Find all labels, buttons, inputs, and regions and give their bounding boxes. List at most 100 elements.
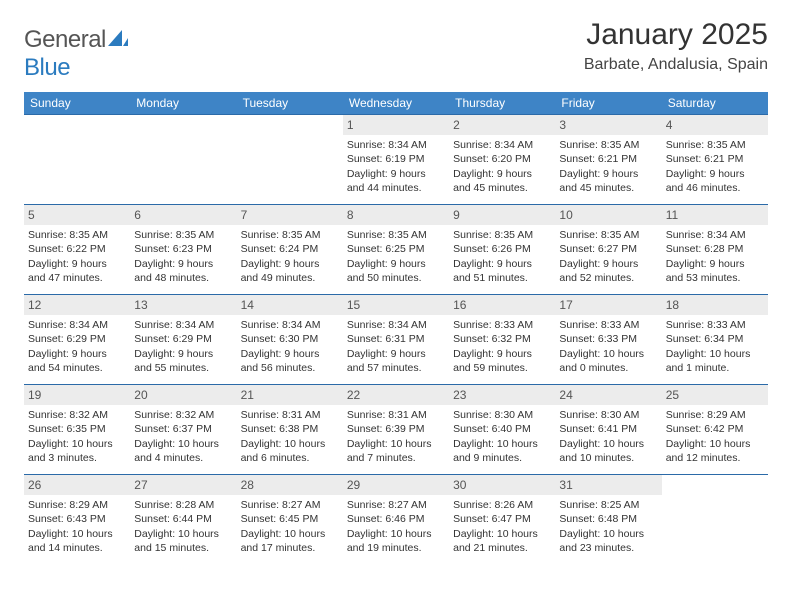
day-number: 15 [343, 295, 449, 315]
day-details: Sunrise: 8:29 AM Sunset: 6:42 PM Dayligh… [666, 408, 764, 465]
calendar-day-cell: 14Sunrise: 8:34 AM Sunset: 6:30 PM Dayli… [237, 295, 343, 385]
sail-icon [108, 26, 128, 54]
calendar-day-cell: 15 Sunrise: 8:34 AM Sunset: 6:31 PM Dayli… [343, 295, 449, 385]
day-number: 11 [662, 205, 768, 225]
day-number: 29 [343, 475, 449, 495]
day-number: 8 [343, 205, 449, 225]
calendar-day-cell: 16 Sunrise: 8:33 AM Sunset: 6:32 PM Dayli… [449, 295, 555, 385]
day-number: 6 [130, 205, 236, 225]
calendar-day-cell: 25 Sunrise: 8:29 AM Sunset: 6:42 PM Dayli… [662, 385, 768, 475]
calendar-week-row: 12Sunrise: 8:34 AM Sunset: 6:29 PM Dayli… [24, 295, 768, 385]
calendar-day-cell: 28Sunrise: 8:27 AM Sunset: 6:45 PM Dayli… [237, 475, 343, 565]
calendar-day-cell: 2Sunrise: 8:34 AM Sunset: 6:20 PM Daylig… [449, 115, 555, 205]
day-details: Sunrise: 8:34 AM Sunset: 6:20 PM Dayligh… [453, 138, 551, 195]
weekday-header: Tuesday [237, 92, 343, 115]
weekday-header: Wednesday [343, 92, 449, 115]
weekday-header: Saturday [662, 92, 768, 115]
location-text: Barbate, Andalusia, Spain [584, 56, 768, 74]
day-details: Sunrise: 8:30 AM Sunset: 6:41 PM Dayligh… [559, 408, 657, 465]
calendar-day-cell [662, 475, 768, 565]
calendar-day-cell: 6 Sunrise: 8:35 AM Sunset: 6:23 PM Daylig… [130, 205, 236, 295]
day-details: Sunrise: 8:35 AM Sunset: 6:25 PM Dayligh… [347, 228, 445, 285]
calendar-day-cell: 26 Sunrise: 8:29 AM Sunset: 6:43 PM Dayli… [24, 475, 130, 565]
page-title: January 2025 [584, 18, 768, 52]
day-details: Sunrise: 8:26 AM Sunset: 6:47 PM Dayligh… [453, 498, 551, 555]
brand-name: General Blue [24, 26, 128, 82]
day-details: Sunrise: 8:28 AM Sunset: 6:44 PM Dayligh… [134, 498, 232, 555]
calendar-day-cell: 18 Sunrise: 8:33 AM Sunset: 6:34 PM Dayli… [662, 295, 768, 385]
day-number: 7 [237, 205, 343, 225]
day-number: 5 [24, 205, 130, 225]
calendar-day-cell [24, 115, 130, 205]
day-details: Sunrise: 8:33 AM Sunset: 6:32 PM Dayligh… [453, 318, 551, 375]
brand-name-a: General [24, 26, 106, 53]
day-details: Sunrise: 8:27 AM Sunset: 6:46 PM Dayligh… [347, 498, 445, 555]
day-number: 26 [24, 475, 130, 495]
day-details: Sunrise: 8:35 AM Sunset: 6:21 PM Dayligh… [666, 138, 764, 195]
day-number: 16 [449, 295, 555, 315]
day-details: Sunrise: 8:34 AM Sunset: 6:19 PM Dayligh… [347, 138, 445, 195]
day-details: Sunrise: 8:34 AM Sunset: 6:29 PM Dayligh… [28, 318, 126, 375]
calendar-day-cell: 1Sunrise: 8:34 AM Sunset: 6:19 PM Daylig… [343, 115, 449, 205]
day-number: 20 [130, 385, 236, 405]
day-details: Sunrise: 8:35 AM Sunset: 6:21 PM Dayligh… [559, 138, 657, 195]
day-details: Sunrise: 8:33 AM Sunset: 6:33 PM Dayligh… [559, 318, 657, 375]
day-details: Sunrise: 8:30 AM Sunset: 6:40 PM Dayligh… [453, 408, 551, 465]
day-details: Sunrise: 8:34 AM Sunset: 6:29 PM Dayligh… [134, 318, 232, 375]
day-number: 30 [449, 475, 555, 495]
day-number: 3 [555, 115, 661, 135]
day-number: 19 [24, 385, 130, 405]
weekday-header: Friday [555, 92, 661, 115]
day-details: Sunrise: 8:33 AM Sunset: 6:34 PM Dayligh… [666, 318, 764, 375]
calendar-header-row: SundayMondayTuesdayWednesdayThursdayFrid… [24, 92, 768, 115]
calendar-week-row: 19 Sunrise: 8:32 AM Sunset: 6:35 PM Dayli… [24, 385, 768, 475]
day-details: Sunrise: 8:27 AM Sunset: 6:45 PM Dayligh… [241, 498, 339, 555]
calendar-day-cell: 8 Sunrise: 8:35 AM Sunset: 6:25 PM Daylig… [343, 205, 449, 295]
header: General Blue January 2025 Barbate, Andal… [24, 18, 768, 82]
day-number: 18 [662, 295, 768, 315]
weekday-header: Sunday [24, 92, 130, 115]
day-details: Sunrise: 8:32 AM Sunset: 6:35 PM Dayligh… [28, 408, 126, 465]
day-number: 9 [449, 205, 555, 225]
day-number: 22 [343, 385, 449, 405]
calendar-day-cell: 22 Sunrise: 8:31 AM Sunset: 6:39 PM Dayli… [343, 385, 449, 475]
day-number: 31 [555, 475, 661, 495]
day-number: 23 [449, 385, 555, 405]
calendar-week-row: 5Sunrise: 8:35 AM Sunset: 6:22 PM Daylig… [24, 205, 768, 295]
calendar-body: 1Sunrise: 8:34 AM Sunset: 6:19 PM Daylig… [24, 115, 768, 565]
day-number: 4 [662, 115, 768, 135]
calendar-day-cell: 27 Sunrise: 8:28 AM Sunset: 6:44 PM Dayli… [130, 475, 236, 565]
calendar-week-row: 1Sunrise: 8:34 AM Sunset: 6:19 PM Daylig… [24, 115, 768, 205]
day-number: 13 [130, 295, 236, 315]
day-details: Sunrise: 8:29 AM Sunset: 6:43 PM Dayligh… [28, 498, 126, 555]
weekday-header: Monday [130, 92, 236, 115]
day-details: Sunrise: 8:35 AM Sunset: 6:24 PM Dayligh… [241, 228, 339, 285]
day-number: 17 [555, 295, 661, 315]
day-number: 27 [130, 475, 236, 495]
day-details: Sunrise: 8:32 AM Sunset: 6:37 PM Dayligh… [134, 408, 232, 465]
brand-logo: General Blue [24, 18, 128, 82]
day-details: Sunrise: 8:31 AM Sunset: 6:39 PM Dayligh… [347, 408, 445, 465]
day-number: 25 [662, 385, 768, 405]
calendar-day-cell: 17 Sunrise: 8:33 AM Sunset: 6:33 PM Dayli… [555, 295, 661, 385]
day-details: Sunrise: 8:34 AM Sunset: 6:31 PM Dayligh… [347, 318, 445, 375]
calendar-day-cell: 3 Sunrise: 8:35 AM Sunset: 6:21 PM Daylig… [555, 115, 661, 205]
calendar-day-cell: 5Sunrise: 8:35 AM Sunset: 6:22 PM Daylig… [24, 205, 130, 295]
calendar-day-cell: 13 Sunrise: 8:34 AM Sunset: 6:29 PM Dayli… [130, 295, 236, 385]
calendar-day-cell: 31Sunrise: 8:25 AM Sunset: 6:48 PM Dayli… [555, 475, 661, 565]
weekday-header: Thursday [449, 92, 555, 115]
calendar-day-cell: 24Sunrise: 8:30 AM Sunset: 6:41 PM Dayli… [555, 385, 661, 475]
calendar-day-cell: 10Sunrise: 8:35 AM Sunset: 6:27 PM Dayli… [555, 205, 661, 295]
calendar-day-cell: 4 Sunrise: 8:35 AM Sunset: 6:21 PM Daylig… [662, 115, 768, 205]
calendar-day-cell [130, 115, 236, 205]
calendar-day-cell: 9 Sunrise: 8:35 AM Sunset: 6:26 PM Daylig… [449, 205, 555, 295]
calendar-day-cell: 7 Sunrise: 8:35 AM Sunset: 6:24 PM Daylig… [237, 205, 343, 295]
calendar-day-cell: 21Sunrise: 8:31 AM Sunset: 6:38 PM Dayli… [237, 385, 343, 475]
calendar-table: SundayMondayTuesdayWednesdayThursdayFrid… [24, 92, 768, 565]
day-details: Sunrise: 8:35 AM Sunset: 6:26 PM Dayligh… [453, 228, 551, 285]
day-details: Sunrise: 8:35 AM Sunset: 6:27 PM Dayligh… [559, 228, 657, 285]
day-number: 12 [24, 295, 130, 315]
day-details: Sunrise: 8:35 AM Sunset: 6:23 PM Dayligh… [134, 228, 232, 285]
day-details: Sunrise: 8:34 AM Sunset: 6:30 PM Dayligh… [241, 318, 339, 375]
calendar-day-cell: 23 Sunrise: 8:30 AM Sunset: 6:40 PM Dayli… [449, 385, 555, 475]
